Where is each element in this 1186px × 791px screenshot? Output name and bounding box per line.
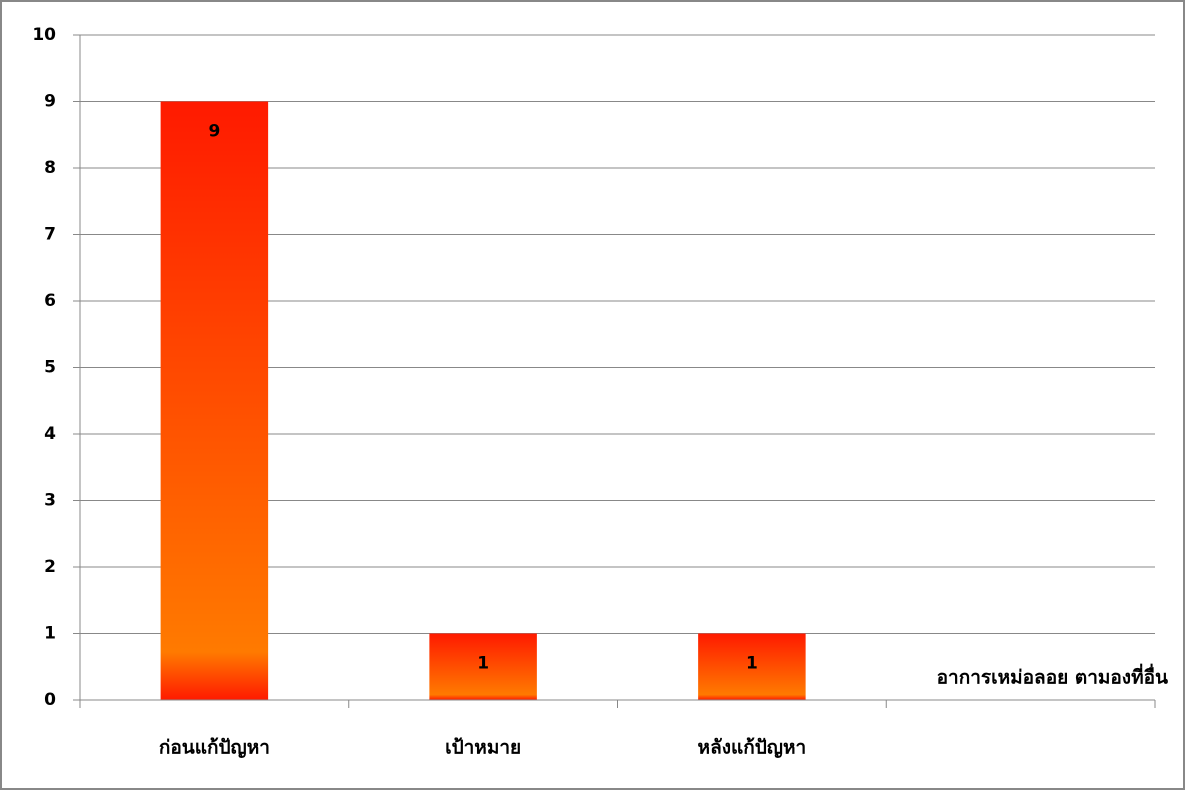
- y-tick-label: 7: [44, 225, 56, 245]
- y-tick-label: 4: [44, 424, 56, 444]
- data-label: 1: [477, 654, 489, 674]
- x-tick-label: เป้าหมาย: [445, 737, 521, 759]
- y-tick-label: 2: [44, 557, 56, 577]
- y-tick-label: 6: [44, 291, 56, 311]
- x-tick-label: หลังแก้ปัญหา: [698, 737, 807, 759]
- data-label: 1: [746, 654, 758, 674]
- legend-label: อาการเหม่อลอย ตามองที่อื่น: [937, 664, 1168, 689]
- y-tick-label: 8: [44, 158, 56, 178]
- bar: [160, 101, 269, 700]
- y-tick-label: 1: [44, 624, 56, 644]
- y-tick-label: 10: [32, 25, 56, 45]
- y-tick-label: 3: [44, 491, 56, 511]
- data-label: 9: [208, 122, 220, 142]
- y-tick-label: 9: [44, 92, 56, 112]
- bar: [429, 633, 537, 700]
- y-tick-label: 5: [44, 358, 56, 378]
- y-tick-label: 0: [44, 690, 56, 710]
- bar: [698, 633, 806, 700]
- x-tick-label: ก่อนแก้ปัญหา: [159, 737, 270, 759]
